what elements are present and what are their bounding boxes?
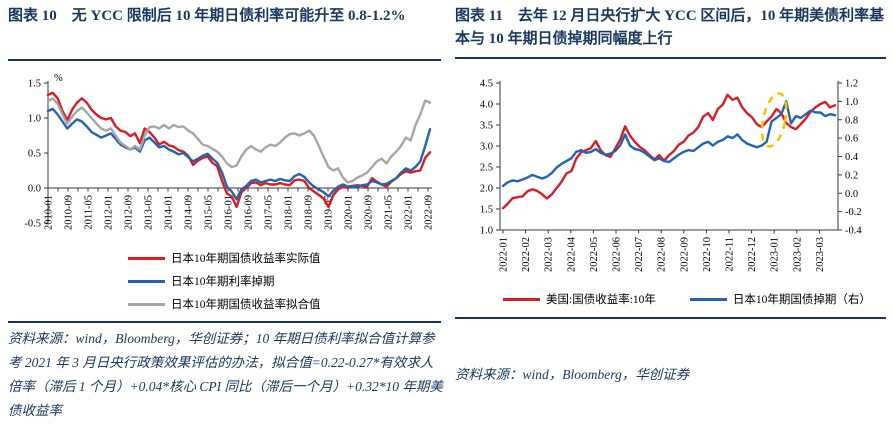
x-tick-label: 2012-09 [124, 195, 135, 230]
y-tick-label: 2.0 [480, 184, 493, 195]
x-tick-label: 2022-09 [424, 195, 435, 230]
x-tick-label: 2022-12 [747, 237, 758, 272]
x-tick-label: 2022-06 [612, 237, 623, 272]
x-tick-label: 2016-01 [224, 195, 235, 230]
y-tick-label: 3.5 [480, 121, 493, 132]
y-tick-label: 0.8 [845, 115, 858, 126]
y-tick-label: 1.2 [845, 79, 858, 90]
x-tick-label: 2012-01 [104, 195, 115, 230]
series-line-blue [501, 100, 837, 188]
x-tick-label: 2018-09 [304, 195, 315, 230]
x-tick-label: 2014-09 [184, 195, 195, 230]
x-tick-label: 2010-09 [64, 195, 75, 230]
series-line-red [501, 93, 837, 210]
figure11-title-rule [455, 57, 886, 59]
series-line-blue [46, 107, 432, 201]
y-tick-label: 1.5 [480, 205, 493, 216]
y-tick-label: -0.2 [845, 207, 862, 218]
figure10-chart: 1.5 1.0 0.5 0.0 -0.5% 2010-01 2010-09 2011-05 20… [24, 73, 435, 230]
x-tick-label: 2010-01 [44, 195, 55, 230]
x-tick-label: 2022-07 [634, 237, 645, 272]
x-tick-label: 2019-05 [324, 195, 335, 230]
y-tick-label: 1.0 [845, 97, 858, 108]
legend-label: 日本10年期国债收益率拟合值 [171, 299, 321, 311]
x-tick-label: 2021-05 [384, 195, 395, 230]
x-tick-label: 2013-05 [144, 195, 155, 230]
y-tick-label: 0.6 [845, 134, 858, 145]
y-tick-label: 4.0 [480, 100, 493, 111]
y-tick-label: 1.0 [28, 114, 41, 125]
y-tick-label: 1.5 [28, 79, 41, 90]
x-tick-label: 2022-02 [521, 237, 532, 272]
figure10-title-rule [8, 59, 441, 61]
blue-line-swatch [128, 279, 165, 283]
x-tick-label: 2017-05 [264, 195, 275, 230]
figure11-title: 图表 11 去年 12 月日央行扩大 YCC 区间后，10 年期美债利率基本与 … [455, 8, 885, 47]
x-tick-label: 2023-01 [770, 237, 781, 272]
y-tick-label: 0.2 [845, 170, 858, 181]
x-tick-label: 2022-08 [657, 237, 668, 272]
x-tick-label: 2011-05 [84, 195, 95, 230]
series-line-gray [46, 97, 432, 184]
x-tick-label: 2023-02 [792, 237, 803, 272]
legend-item-fitted: 日本10年期国债收益率拟合值 [128, 296, 321, 312]
red-line-swatch [128, 256, 165, 260]
legend-label: 日本10年期利率掉期 [171, 276, 275, 288]
y-tick-label: 2.5 [480, 163, 493, 174]
y-tick-label: 0.5 [28, 149, 41, 160]
x-tick-label: 2016-09 [244, 195, 255, 230]
x-tick-label: 2023-03 [815, 237, 826, 272]
figure11-source-rule [455, 317, 886, 319]
x-tick-label: 2020-09 [364, 195, 375, 230]
legend-item-jgb-actual: 日本10年期国债收益率实际值 [128, 250, 321, 266]
y-tick-label: 4.5 [480, 79, 493, 90]
x-tick-label: 2022-01 [404, 195, 415, 230]
x-tick-label: 2020-01 [344, 195, 355, 230]
x-tick-label: 2022-03 [544, 237, 555, 272]
y-tick-label: 0.0 [845, 189, 858, 200]
series-line-red [46, 91, 432, 209]
legend-label: 日本10年期国债掉期（右） [732, 294, 871, 306]
y-tick-label: -0.5 [24, 219, 41, 230]
y-tick-label: 1.0 [480, 226, 493, 237]
x-tick-label: 2022-05 [589, 237, 600, 272]
x-tick-label: 2015-05 [204, 195, 215, 230]
blue-line-swatch [689, 297, 727, 301]
y-tick-label: 0.4 [845, 152, 859, 163]
y-tick-label: -0.4 [845, 226, 862, 237]
figure10-source-rule [8, 321, 441, 323]
y-axis-unit: % [54, 73, 63, 84]
legend-item-swap: 日本10年期利率掉期 [128, 273, 321, 289]
y-tick-label: 3.0 [480, 142, 493, 153]
legend-item-jpy-swap: 日本10年期国债掉期（右） [689, 291, 871, 307]
figure10-source-note: 资料来源：wind，Bloomberg，华创证券；10 年期日债利率拟合值计算参… [8, 331, 443, 418]
figure10-legend: 日本10年期国债收益率实际值 日本10年期利率掉期 日本10年期国债收益率拟合值 [128, 250, 321, 312]
x-tick-label: 2022-09 [679, 237, 690, 272]
x-tick-label: 2022-04 [566, 236, 577, 272]
y-tick-label: 0.0 [28, 184, 41, 195]
x-tick-label: 2018-01 [284, 195, 295, 230]
figure10-title: 图表 10 无 YCC 限制后 10 年期日债利率可能升至 0.8-1.2% [8, 8, 406, 24]
figure11-source-note: 资料来源：wind，Bloomberg，华创证券 [455, 367, 690, 382]
x-tick-label: 2014-01 [164, 195, 175, 230]
gray-line-swatch [128, 302, 165, 306]
figure11-legend: 美国:国债收益率:10年 日本10年期国债掉期（右） [503, 291, 871, 307]
figure11-chart: 4.5 4.0 3.5 3.0 2.5 2.0 1.5 1.0 1.2 1.0 0.8 0.6 0.4 0… [480, 79, 862, 273]
legend-label: 美国:国债收益率:10年 [546, 294, 656, 306]
legend-label: 日本10年期国债收益率实际值 [171, 253, 321, 265]
x-tick-label: 2022-10 [702, 237, 713, 272]
x-tick-label: 2022-01 [499, 237, 510, 272]
red-line-swatch [503, 297, 540, 301]
x-tick-label: 2022-11 [725, 237, 736, 272]
legend-item-ust10y: 美国:国债收益率:10年 [503, 291, 656, 307]
